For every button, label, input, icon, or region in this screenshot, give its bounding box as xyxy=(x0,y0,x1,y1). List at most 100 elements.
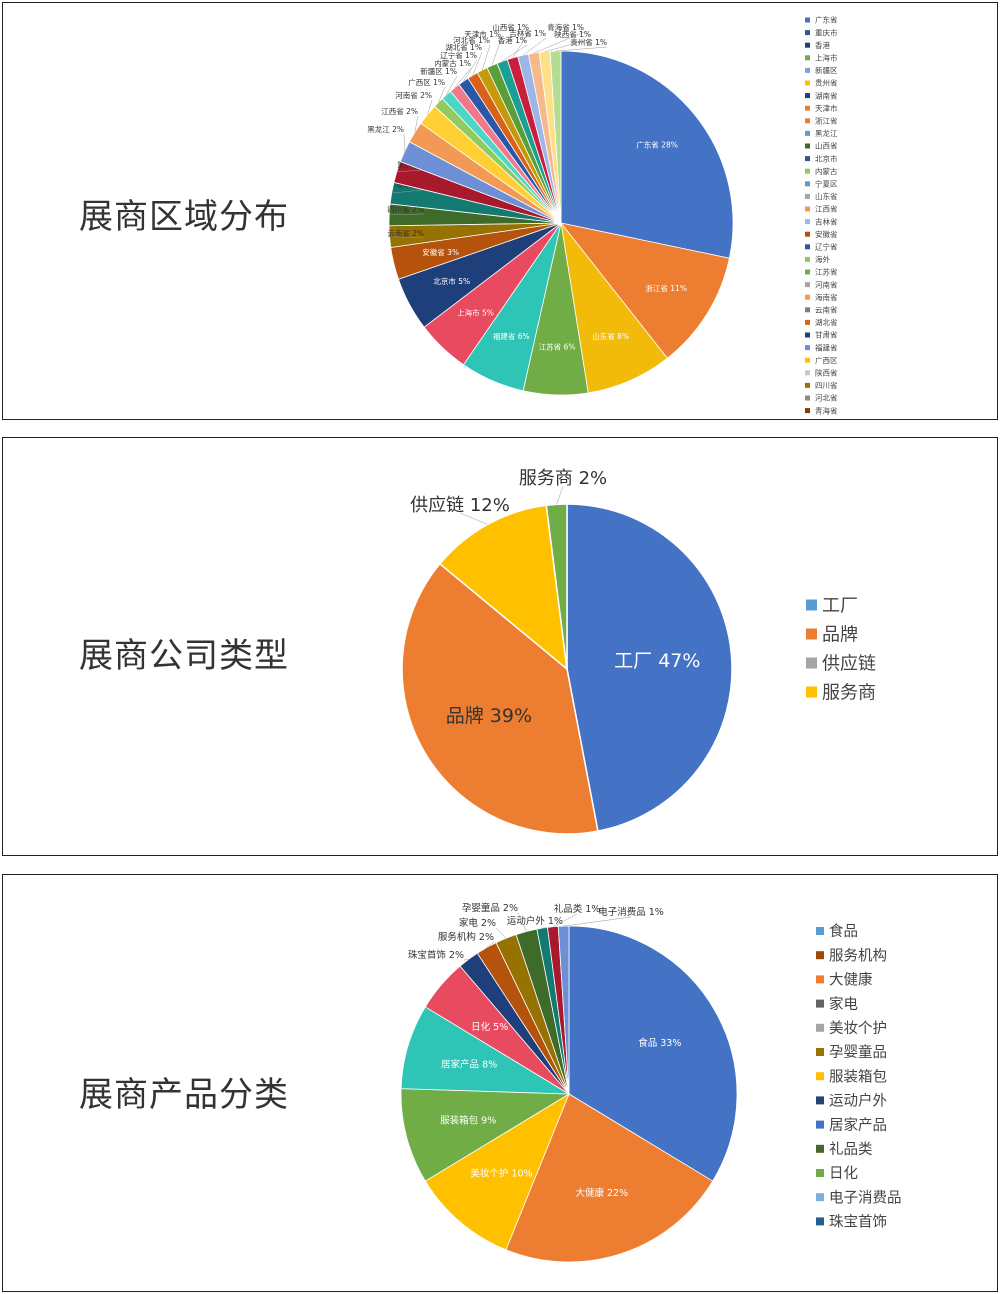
legend-swatch xyxy=(805,168,810,174)
leader-line xyxy=(472,51,483,76)
data-label: 山西省 1% xyxy=(492,22,529,32)
legend-entry: 吉林省 xyxy=(815,216,838,226)
data-label: 云南省 2% xyxy=(387,228,424,238)
panel-title: 展商区域分布 xyxy=(79,197,289,237)
legend-entry: 湖北省 xyxy=(815,317,838,327)
data-label: 服装箱包 9% xyxy=(440,1115,496,1127)
data-label: 贵州省 1% xyxy=(570,37,607,47)
data-label: 品牌 39% xyxy=(446,705,532,727)
pie-slice xyxy=(438,504,568,671)
panel-title: 展商公司类型 xyxy=(79,636,289,676)
legend-entry: 浙江省 xyxy=(815,116,838,126)
legend-entry: 北京市 xyxy=(815,153,838,163)
legend-swatch xyxy=(805,42,810,48)
legend-entry: 山西省 xyxy=(815,141,838,151)
data-label: 吉林省 1% xyxy=(509,28,546,38)
data-label: 浙江省 11% xyxy=(645,283,687,293)
legend-swatch xyxy=(816,975,824,984)
legend-swatch xyxy=(805,294,810,300)
legend-entry: 运动户外 xyxy=(829,1093,887,1110)
leader-line xyxy=(552,913,578,927)
data-label: 食品 33% xyxy=(638,1037,681,1049)
legend-entry: 陕西省 xyxy=(815,368,838,378)
legend-swatch xyxy=(805,395,810,401)
legend-swatch xyxy=(805,307,810,313)
legend-swatch xyxy=(816,1120,824,1129)
legend-swatch xyxy=(806,686,817,698)
data-label: 服务机构 2% xyxy=(438,931,494,943)
data-label: 上海市 5% xyxy=(457,307,494,317)
legend-swatch xyxy=(805,382,810,388)
leader-line xyxy=(459,512,488,525)
data-label: 广西区 1% xyxy=(408,77,445,87)
leader-line xyxy=(533,31,585,54)
legend-entry: 海南省 xyxy=(815,292,838,302)
leader-line xyxy=(389,213,425,216)
data-label: 江西省 2% xyxy=(381,106,418,116)
legend-entry: 礼品类 xyxy=(829,1141,873,1158)
data-label: 北京市 5% xyxy=(433,276,470,286)
data-label: 辽宁省 1% xyxy=(440,50,477,60)
legend-entry: 品牌 xyxy=(822,624,858,645)
legend-swatch xyxy=(806,628,817,640)
legend-entry: 重庆市 xyxy=(815,27,838,37)
leader-line xyxy=(486,941,495,948)
legend-entry: 新疆区 xyxy=(815,65,838,75)
pie-slice xyxy=(568,925,738,1182)
legend-entry: 上海市 xyxy=(815,53,838,63)
legend-entry: 宁夏区 xyxy=(815,179,838,189)
legend-swatch xyxy=(805,193,810,199)
legend-swatch xyxy=(805,206,810,212)
data-label: 孕婴童品 2% xyxy=(462,902,518,914)
data-label: 江苏省 6% xyxy=(539,341,576,351)
pie-slice xyxy=(424,1093,570,1251)
pie-slice xyxy=(549,50,562,224)
legend-entry: 美妆个护 xyxy=(829,1020,887,1037)
legend-entry: 甘肃省 xyxy=(815,330,838,340)
legend-swatch xyxy=(805,67,810,73)
leader-line xyxy=(389,236,425,239)
leader-line xyxy=(556,485,564,505)
legend-swatch xyxy=(805,231,810,237)
legend-swatch xyxy=(805,269,810,275)
legend-entry: 日化 xyxy=(829,1165,858,1182)
pie-slice xyxy=(400,1088,571,1182)
legend-entry: 服务机构 xyxy=(829,947,887,964)
legend-swatch xyxy=(816,1048,824,1056)
legend-swatch xyxy=(816,1023,824,1032)
legend-swatch xyxy=(805,105,810,111)
data-label: 陕西省 1% xyxy=(554,29,591,39)
legend-entry: 电子消费品 xyxy=(829,1189,902,1206)
legend-swatch xyxy=(805,370,810,376)
legend-swatch xyxy=(805,181,810,187)
data-label: 服务商 2% xyxy=(519,468,607,489)
legend-entry: 江苏省 xyxy=(815,267,838,277)
legend-entry: 内蒙古 xyxy=(815,166,838,176)
data-label: 内蒙古 1% xyxy=(434,58,471,68)
leader-line xyxy=(544,38,592,53)
legend-entry: 江西省 xyxy=(815,204,838,214)
leader-line xyxy=(463,959,469,961)
legend-entry: 山东省 xyxy=(815,191,838,201)
legend-swatch xyxy=(805,143,810,149)
legend-entry: 湖南省 xyxy=(815,90,838,100)
leader-line xyxy=(502,44,528,62)
data-label: 居家产品 8% xyxy=(441,1059,497,1071)
legend-entry: 大健康 xyxy=(829,972,873,989)
legend-entry: 食品 xyxy=(829,923,858,940)
data-label: 安徽省 3% xyxy=(422,247,459,257)
legend-swatch xyxy=(806,657,817,669)
legend-entry: 工厂 xyxy=(822,595,858,616)
legend-entry: 服务商 xyxy=(822,682,876,703)
pie-slice xyxy=(401,562,599,835)
legend-swatch xyxy=(816,1096,824,1105)
legend-swatch xyxy=(805,80,810,86)
data-label: 工厂 47% xyxy=(614,650,700,672)
pie-slice xyxy=(505,1093,714,1263)
leader-line xyxy=(517,912,527,932)
legend-entry: 海外 xyxy=(815,254,830,264)
legend-entry: 广东省 xyxy=(815,15,838,25)
legend-entry: 云南省 xyxy=(815,305,838,315)
legend-swatch xyxy=(805,332,810,338)
legend-swatch xyxy=(805,319,810,325)
